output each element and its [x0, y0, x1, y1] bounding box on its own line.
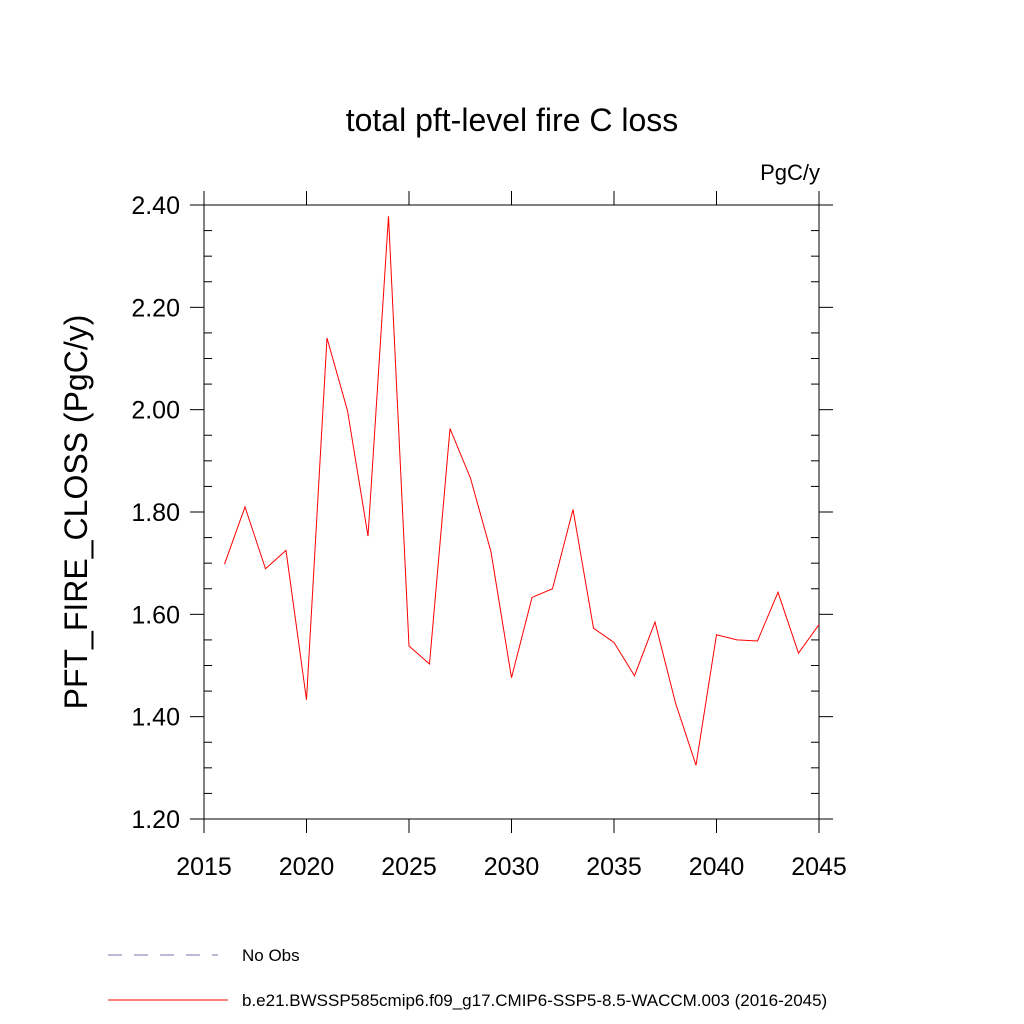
x-tick-label: 2020 — [279, 853, 335, 881]
y-axis-label: PFT_FIRE_CLOSS (PgC/y) — [58, 315, 94, 710]
x-tick-label: 2045 — [791, 853, 847, 881]
x-tick-label: 2015 — [176, 853, 232, 881]
y-tick-label: 2.40 — [131, 192, 180, 220]
x-tick-label: 2040 — [689, 853, 745, 881]
x-axis-ticks — [203, 191, 820, 833]
y-tick-label: 1.60 — [131, 601, 180, 629]
series-line — [224, 216, 820, 766]
y-tick-label: 1.20 — [131, 806, 180, 834]
y-tick-label: 2.00 — [131, 397, 180, 425]
plot-frame — [203, 204, 820, 820]
y-axis-ticks — [190, 204, 833, 820]
legend-label: b.e21.BWSSP585cmip6.f09_g17.CMIP6-SSP5-8… — [242, 991, 827, 1010]
x-tick-label: 2035 — [586, 853, 642, 881]
legend-label: No Obs — [242, 946, 300, 965]
y-axis-tick-labels: 1.20 1.40 1.60 1.80 2.00 2.20 2.40 — [131, 192, 180, 834]
x-tick-label: 2030 — [484, 853, 540, 881]
legend: No Obs b.e21.BWSSP585cmip6.f09_g17.CMIP6-… — [108, 946, 827, 1010]
chart-title: total pft-level fire C loss — [346, 102, 679, 138]
series-layer — [224, 216, 820, 766]
y-tick-label: 1.80 — [131, 499, 180, 527]
y-tick-label: 1.40 — [131, 704, 180, 732]
y-tick-label: 2.20 — [131, 294, 180, 322]
x-tick-label: 2025 — [381, 853, 437, 881]
chart-units-label: PgC/y — [760, 160, 820, 185]
x-axis-tick-labels: 2015 2020 2025 2030 2035 2040 2045 — [176, 853, 847, 881]
